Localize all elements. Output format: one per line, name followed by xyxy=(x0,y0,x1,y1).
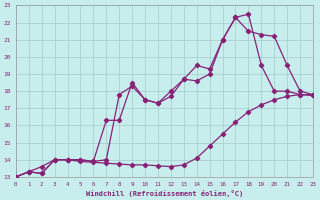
X-axis label: Windchill (Refroidissement éolien,°C): Windchill (Refroidissement éolien,°C) xyxy=(86,190,243,197)
